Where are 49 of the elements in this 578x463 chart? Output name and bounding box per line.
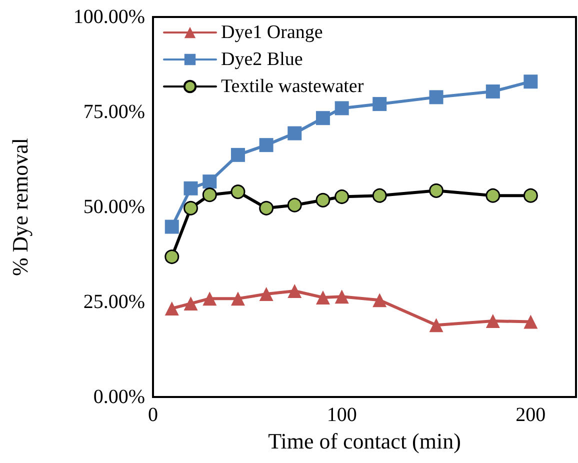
point <box>429 90 444 104</box>
legend-label: Dye2 Blue <box>221 49 303 70</box>
y-tick-label: 100.00% <box>73 6 145 28</box>
point <box>259 138 274 152</box>
point <box>486 188 500 203</box>
x-tick-label: 0 <box>148 404 158 426</box>
x-axis-title: Time of contact (min) <box>268 428 461 454</box>
point <box>334 101 349 116</box>
point <box>287 198 302 212</box>
point <box>202 292 217 306</box>
y-tick-label: 0.00% <box>93 386 145 408</box>
point <box>372 97 387 112</box>
point <box>334 290 349 304</box>
point <box>316 290 330 304</box>
point <box>523 188 538 203</box>
point <box>486 314 500 328</box>
point <box>316 111 330 126</box>
point <box>164 301 179 316</box>
point <box>202 174 217 189</box>
point <box>230 148 245 162</box>
legend-label: Textile wastewater <box>221 76 364 97</box>
point <box>372 293 387 308</box>
x-tick-label: 200 <box>516 404 546 426</box>
point <box>184 200 198 216</box>
legend-label: Dye1 Orange <box>221 22 323 43</box>
point <box>164 220 179 234</box>
y-tick-label: 25.00% <box>83 291 145 313</box>
point <box>184 181 198 196</box>
point <box>486 84 500 98</box>
point <box>259 287 274 302</box>
point <box>429 318 444 332</box>
point <box>288 284 302 298</box>
point <box>230 292 245 306</box>
point <box>524 74 538 89</box>
point <box>524 314 538 329</box>
point <box>429 183 444 198</box>
x-tick-label: 100 <box>326 404 357 426</box>
point <box>334 189 350 204</box>
point <box>288 126 302 140</box>
point <box>184 296 198 311</box>
point <box>202 188 217 202</box>
y-tick-label: 50.00% <box>83 196 145 218</box>
point <box>164 250 180 264</box>
point <box>230 184 246 200</box>
point <box>259 200 274 216</box>
point <box>372 188 387 203</box>
y-tick-label: 75.00% <box>83 101 145 123</box>
point <box>316 192 330 208</box>
y-axis-title: % Dye removal <box>8 138 32 276</box>
